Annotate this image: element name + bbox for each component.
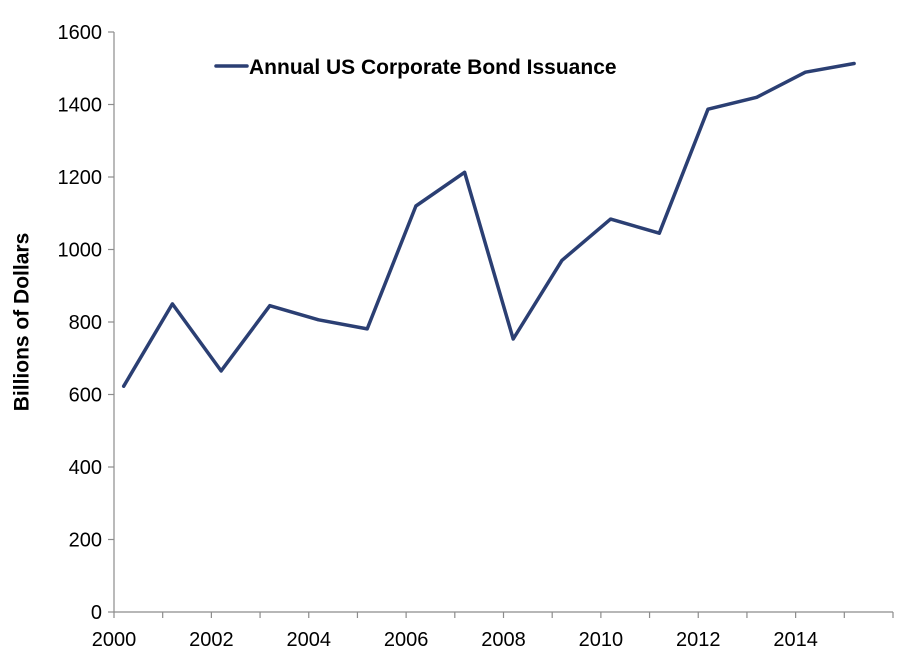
y-tick-label: 1200 xyxy=(58,167,103,189)
y-tick-label: 400 xyxy=(69,457,102,479)
data-point xyxy=(268,304,272,308)
y-tick-label: 800 xyxy=(69,312,102,334)
data-point xyxy=(706,107,710,111)
data-point xyxy=(219,369,223,373)
x-tick-label: 2004 xyxy=(287,629,332,651)
x-tick-label: 2002 xyxy=(189,629,234,651)
legend-label: Annual US Corporate Bond Issuance xyxy=(249,56,617,79)
data-point xyxy=(755,95,759,99)
data-point xyxy=(852,62,856,66)
chart-axes xyxy=(113,32,893,613)
data-point xyxy=(365,327,369,331)
y-tick-label: 1000 xyxy=(58,240,103,262)
chart-ticks: 0 200 400 600 800 1000 1200 1400 1600 2000 2002 200… xyxy=(58,22,894,651)
x-tick-label: 2006 xyxy=(384,629,429,651)
data-point xyxy=(122,384,126,388)
data-point xyxy=(511,337,515,341)
legend: Annual US Corporate Bond Issuance xyxy=(214,56,617,79)
y-tick-label: 200 xyxy=(69,530,102,552)
data-point xyxy=(414,204,418,208)
x-tick-label: 2000 xyxy=(92,629,137,651)
data-point xyxy=(560,258,564,262)
chart-series xyxy=(121,61,856,388)
y-tick-label: 600 xyxy=(69,385,102,407)
y-tick-label: 1600 xyxy=(58,22,103,44)
data-point xyxy=(463,170,467,174)
y-tick-label: 1400 xyxy=(58,95,103,117)
data-point xyxy=(316,318,320,322)
x-tick-label: 2008 xyxy=(481,629,526,651)
data-point xyxy=(170,302,174,306)
y-axis-title: Billions of Dollars xyxy=(11,233,34,412)
x-tick-label: 2012 xyxy=(676,629,721,651)
data-point xyxy=(609,217,613,221)
x-tick-label: 2010 xyxy=(579,629,624,651)
data-point xyxy=(657,231,661,235)
series-line xyxy=(121,61,856,388)
y-tick-label: 0 xyxy=(91,602,102,624)
data-point xyxy=(803,70,807,74)
x-tick-label: 2014 xyxy=(773,629,818,651)
